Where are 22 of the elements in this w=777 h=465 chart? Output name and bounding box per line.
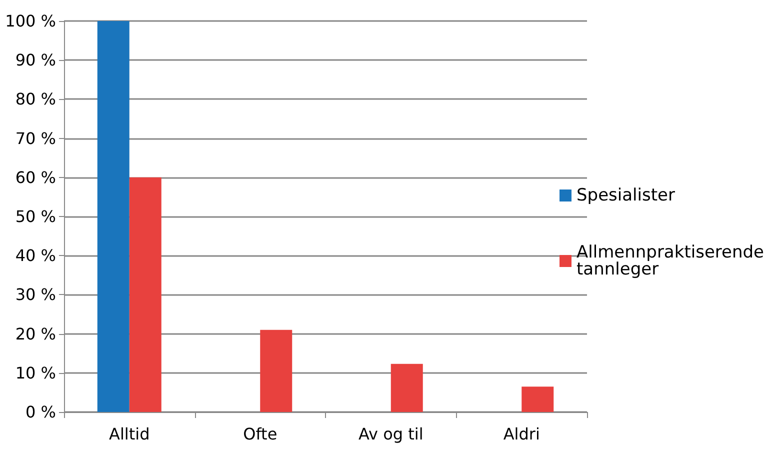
bar (522, 386, 554, 412)
bar (129, 177, 162, 412)
y-tick-label: 20 % (15, 324, 56, 344)
legend-label: Spesialister (576, 186, 675, 206)
bar (260, 330, 292, 412)
y-tick-label: 10 % (15, 363, 56, 382)
x-tick-label: Av og til (358, 424, 424, 444)
y-tick-label: 80 % (15, 90, 56, 109)
x-tick-label: Ofte (243, 424, 278, 444)
legend-label: Allmennpraktiserende tannleger (576, 242, 764, 280)
x-tick-label: Alltid (109, 424, 150, 444)
y-tick-label: 40 % (15, 246, 56, 266)
y-tick-label: 30 % (15, 285, 56, 304)
bar (390, 364, 423, 412)
y-tick-label: 60 % (15, 168, 56, 187)
y-tick-label: 100 % (5, 12, 56, 30)
x-tick-label: Aldri (503, 424, 540, 444)
y-tick-label: 90 % (15, 50, 56, 70)
y-tick-label: 0 % (26, 402, 56, 422)
bar (97, 21, 130, 412)
y-tick-label: 70 % (15, 128, 56, 148)
y-tick-label: 50 % (15, 207, 56, 226)
